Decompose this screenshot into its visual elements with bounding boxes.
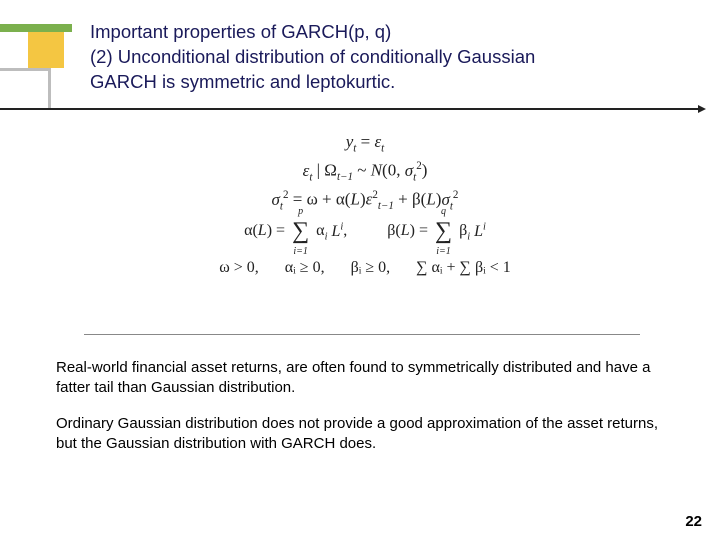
- title-line-3: GARCH is symmetric and leptokurtic.: [90, 70, 700, 95]
- title-line-2: (2) Unconditional distribution of condit…: [90, 45, 700, 70]
- cond-beta: βᵢ ≥ 0,: [351, 259, 391, 277]
- cond-sum: ∑ αᵢ + ∑ βᵢ < 1: [416, 259, 511, 277]
- page-number: 22: [685, 513, 702, 530]
- title-underline-arrow: [0, 108, 700, 110]
- equation-3: σt2 = ω + α(L)ε2t−1 + β(L)σt2: [130, 189, 600, 212]
- equation-2: εt | Ωt−1 ~ N(0, σt2): [130, 160, 600, 183]
- beta-polynomial: β(L) = ∑qi=1 βi Li: [387, 218, 486, 245]
- equation-4-polynomials: α(L) = ∑pi=1 αi Li, β(L) = ∑qi=1 βi Li: [130, 218, 600, 245]
- paragraph-2: Ordinary Gaussian distribution does not …: [56, 414, 680, 455]
- accent-yellow-square: [28, 32, 64, 68]
- accent-grey-corner: [0, 68, 51, 109]
- slide-title: Important properties of GARCH(p, q) (2) …: [90, 20, 700, 95]
- cond-omega: ω > 0,: [219, 259, 259, 277]
- title-line-1: Important properties of GARCH(p, q): [90, 20, 700, 45]
- formula-block: yt = εt εt | Ωt−1 ~ N(0, σt2) σt2 = ω + …: [130, 126, 600, 277]
- paragraph-1: Real-world financial asset returns, are …: [56, 358, 680, 399]
- equation-1: yt = εt: [130, 132, 600, 154]
- separator-line: [84, 334, 640, 335]
- accent-green-bar: [0, 24, 72, 32]
- equation-5-conditions: ω > 0, αᵢ ≥ 0, βᵢ ≥ 0, ∑ αᵢ + ∑ βᵢ < 1: [130, 259, 600, 277]
- alpha-polynomial: α(L) = ∑pi=1 αi Li,: [244, 218, 347, 245]
- cond-alpha: αᵢ ≥ 0,: [285, 259, 325, 277]
- slide-accent-decor: [0, 24, 72, 86]
